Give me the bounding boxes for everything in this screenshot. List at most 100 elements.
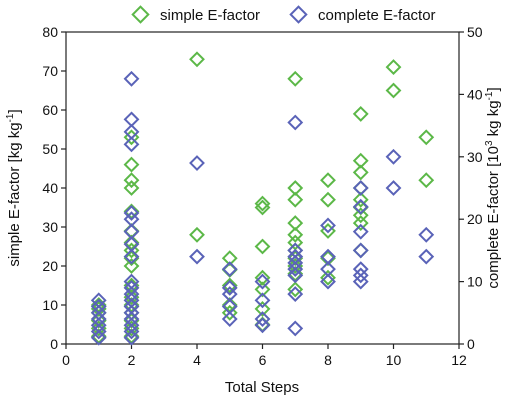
simple-efactor-point-36 xyxy=(254,195,271,212)
simple-efactor-point-61 xyxy=(352,105,369,122)
simple-efactor-point-32 xyxy=(254,281,271,298)
simple-efactor-point-15 xyxy=(123,242,140,259)
simple-efactor-point-59 xyxy=(352,164,369,181)
x-axis-title: Total Steps xyxy=(225,379,299,396)
y-right-label-sup1: 3 xyxy=(484,140,495,146)
complete-efactor-point-59 xyxy=(418,226,435,243)
complete-efactor-point-25 xyxy=(123,70,140,87)
complete-efactor-point-21 xyxy=(123,205,140,221)
simple-efactor-point-29 xyxy=(221,250,238,267)
simple-efactor-point-20 xyxy=(123,172,140,189)
y-right-tick-label-2: 20 xyxy=(467,211,483,227)
complete-efactor-point-57 xyxy=(385,148,402,165)
complete-efactor-point-33 xyxy=(254,317,271,334)
complete-efactor-point-19 xyxy=(123,223,140,240)
y-left-label-sup: -1 xyxy=(5,113,16,122)
complete-efactor-point-35 xyxy=(254,292,271,309)
simple-efactor-point-51 xyxy=(320,191,336,208)
simple-efactor-point-64 xyxy=(418,172,435,189)
simple-efactor-point-44 xyxy=(287,215,304,232)
complete-efactor-point-18 xyxy=(123,236,140,253)
complete-efactor-point-48 xyxy=(320,217,336,234)
complete-efactor-point-20 xyxy=(123,211,140,228)
legend-marker-complete xyxy=(289,5,308,24)
complete-efactor-point-4 xyxy=(90,304,107,321)
simple-efactor-point-60 xyxy=(352,152,369,169)
y-right-axis-title: complete E-factor [103 kg kg-1] xyxy=(484,87,502,288)
simple-efactor-point-34 xyxy=(254,238,271,255)
y-left-tick-label-7: 70 xyxy=(42,63,58,79)
complete-efactor-point-13 xyxy=(123,292,140,309)
simple-efactor-point-57 xyxy=(352,191,369,208)
y-left-tick-label-3: 30 xyxy=(42,219,58,235)
complete-efactor-point-17 xyxy=(123,248,140,265)
complete-efactor-point-3 xyxy=(90,311,107,327)
y-right-label-main: complete E-factor [10 xyxy=(485,146,502,289)
complete-efactor-point-37 xyxy=(287,320,304,337)
simple-efactor-point-49 xyxy=(320,250,336,267)
y-left-tick-label-5: 50 xyxy=(42,141,58,157)
complete-efactor-point-2 xyxy=(90,317,107,334)
complete-efactor-point-12 xyxy=(123,298,140,315)
simple-efactor-point-62 xyxy=(385,82,402,99)
complete-efactor-point-27 xyxy=(189,155,205,171)
simple-efactor-point-21 xyxy=(123,156,140,173)
complete-efactor-point-50 xyxy=(352,267,369,284)
simple-efactor-point-46 xyxy=(287,180,304,196)
y-right-label-end: ] xyxy=(485,87,502,91)
complete-efactor-point-49 xyxy=(352,273,369,290)
complete-efactor-point-7 xyxy=(123,329,140,346)
complete-efactor-point-51 xyxy=(352,261,369,278)
y-right-label-mid: kg kg xyxy=(485,100,502,140)
legend-marker-simple xyxy=(131,5,150,24)
complete-efactor-point-55 xyxy=(352,180,369,196)
complete-efactor-point-9 xyxy=(123,317,140,334)
simple-efactor-point-2 xyxy=(90,312,107,329)
simple-efactor-point-47 xyxy=(287,70,304,87)
complete-efactor-point-16 xyxy=(123,273,140,290)
simple-efactor-point-45 xyxy=(287,191,304,208)
simple-efactor-point-65 xyxy=(418,129,435,146)
complete-efactor-point-42 xyxy=(287,248,304,265)
y-left-tick-label-1: 10 xyxy=(42,297,58,313)
complete-efactor-point-0 xyxy=(90,329,107,346)
complete-efactor-point-22 xyxy=(123,136,140,153)
y-right-tick-label-4: 40 xyxy=(467,86,483,102)
simple-efactor-point-37 xyxy=(287,281,304,298)
simple-efactor-point-63 xyxy=(385,59,402,76)
y-right-tick-label-1: 10 xyxy=(467,274,483,290)
simple-efactor-point-40 xyxy=(287,250,304,267)
complete-efactor-point-32 xyxy=(221,261,238,278)
simple-efactor-point-54 xyxy=(352,215,369,232)
y-left-label-end: ] xyxy=(6,109,23,113)
complete-efactor-point-45 xyxy=(320,273,336,290)
complete-efactor-point-38 xyxy=(287,286,304,302)
y-left-tick-label-2: 20 xyxy=(42,258,58,274)
x-tick-label-1: 2 xyxy=(128,352,136,368)
complete-efactor-point-1 xyxy=(90,323,107,340)
complete-efactor-point-39 xyxy=(287,267,304,284)
simple-efactor-point-8 xyxy=(123,312,140,329)
complete-efactor-point-31 xyxy=(221,279,238,296)
complete-efactor-point-46 xyxy=(320,261,336,278)
complete-efactor-point-58 xyxy=(418,248,435,265)
simple-efactor-point-52 xyxy=(320,172,336,189)
complete-efactor-point-30 xyxy=(221,286,238,302)
simple-efactor-point-33 xyxy=(254,269,271,286)
y-left-tick-label-0: 0 xyxy=(50,336,58,352)
complete-efactor-point-47 xyxy=(320,248,336,265)
x-tick-label-6: 12 xyxy=(451,352,467,368)
simple-efactor-point-25 xyxy=(221,304,238,321)
x-tick-label-5: 10 xyxy=(386,352,402,368)
x-tick-label-3: 6 xyxy=(259,352,267,368)
y-left-tick-label-4: 40 xyxy=(42,180,58,196)
y-right-label-sup2: -1 xyxy=(484,91,495,100)
complete-efactor-point-43 xyxy=(287,242,304,259)
complete-efactor-point-6 xyxy=(90,292,107,309)
complete-efactor-point-53 xyxy=(352,223,369,240)
simple-efactor-point-19 xyxy=(123,180,140,196)
x-tick-label-4: 8 xyxy=(324,352,332,368)
legend-label-complete: complete E-factor xyxy=(318,7,436,24)
legend: simple E-factor complete E-factor xyxy=(131,5,436,24)
